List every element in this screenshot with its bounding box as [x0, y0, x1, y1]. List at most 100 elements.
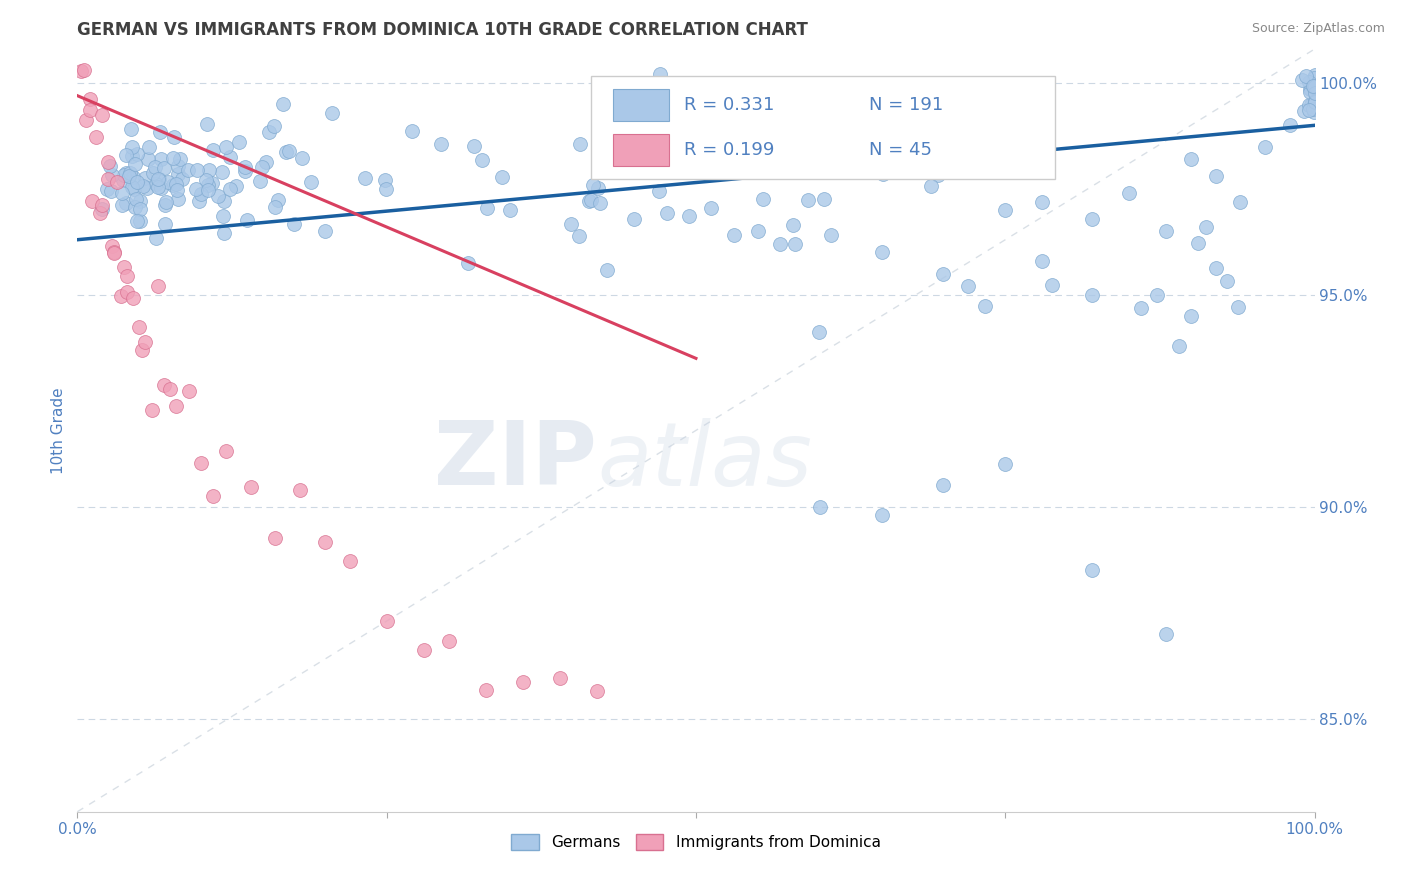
Point	[1154, 224, 1177, 238]
Point	[1302, 79, 1324, 94]
Point	[111, 198, 134, 212]
Point	[127, 175, 149, 189]
Text: Source: ZipAtlas.com: Source: ZipAtlas.com	[1251, 22, 1385, 36]
Point	[353, 171, 375, 186]
Point	[143, 160, 166, 174]
Point	[568, 137, 591, 152]
Point	[187, 194, 209, 208]
Point	[808, 500, 831, 514]
Point	[1130, 301, 1153, 315]
Point	[197, 183, 219, 197]
Point	[589, 195, 612, 210]
Point	[477, 202, 499, 216]
Point	[101, 238, 124, 252]
Point	[91, 107, 114, 121]
Point	[103, 244, 125, 259]
Point	[207, 189, 229, 203]
Point	[374, 172, 396, 186]
Point	[1226, 300, 1249, 314]
Point	[1229, 194, 1251, 209]
Point	[1298, 98, 1320, 112]
Point	[121, 149, 143, 163]
Point	[153, 377, 176, 392]
Point	[129, 214, 152, 228]
Point	[114, 165, 136, 179]
Point	[263, 119, 285, 133]
Point	[768, 236, 790, 251]
Point	[957, 279, 980, 293]
Point	[197, 178, 219, 192]
Point	[1303, 95, 1326, 109]
Point	[233, 164, 256, 178]
Point	[813, 192, 835, 206]
Text: R = 0.199: R = 0.199	[683, 141, 773, 159]
Point	[228, 135, 250, 149]
Point	[870, 245, 893, 260]
Point	[314, 224, 336, 238]
Point	[271, 97, 294, 112]
Point	[124, 200, 146, 214]
Point	[1301, 97, 1323, 112]
Point	[115, 285, 138, 299]
Point	[218, 182, 240, 196]
Point	[657, 206, 679, 220]
Point	[1180, 152, 1202, 166]
Point	[612, 153, 634, 167]
Point	[215, 140, 238, 154]
Point	[257, 126, 280, 140]
Point	[72, 63, 94, 78]
Point	[1031, 254, 1053, 268]
Point	[100, 184, 122, 198]
Legend: Germans, Immigrants from Dominica: Germans, Immigrants from Dominica	[503, 826, 889, 857]
Point	[568, 228, 591, 243]
Point	[374, 182, 396, 196]
Point	[1081, 563, 1104, 577]
Text: ZIP: ZIP	[434, 417, 598, 504]
Point	[920, 179, 942, 194]
Point	[162, 151, 184, 165]
Point	[471, 153, 494, 167]
Point	[752, 138, 775, 153]
Point	[212, 209, 235, 223]
Point	[291, 151, 314, 165]
Point	[1299, 85, 1322, 99]
Point	[89, 205, 111, 219]
Point	[1298, 74, 1320, 88]
Point	[1118, 186, 1140, 201]
Text: R = 0.331: R = 0.331	[683, 95, 773, 113]
Point	[267, 193, 290, 207]
Point	[212, 227, 235, 241]
Point	[70, 64, 93, 78]
Point	[127, 146, 149, 161]
Point	[124, 192, 146, 206]
Point	[197, 162, 219, 177]
FancyBboxPatch shape	[613, 88, 669, 120]
Point	[112, 260, 135, 275]
Point	[688, 139, 710, 153]
Point	[499, 202, 522, 217]
Point	[723, 227, 745, 242]
Text: GERMAN VS IMMIGRANTS FROM DOMINICA 10TH GRADE CORRELATION CHART: GERMAN VS IMMIGRANTS FROM DOMINICA 10TH …	[77, 21, 808, 39]
Point	[314, 535, 336, 549]
Point	[512, 674, 534, 689]
Point	[162, 178, 184, 193]
Point	[190, 456, 212, 470]
Point	[153, 161, 176, 175]
Point	[299, 175, 322, 189]
Point	[1298, 103, 1320, 117]
Point	[249, 174, 271, 188]
Point	[1278, 119, 1301, 133]
Y-axis label: 10th Grade: 10th Grade	[51, 387, 66, 474]
Point	[578, 194, 600, 208]
Point	[153, 217, 176, 231]
Point	[115, 195, 138, 210]
Point	[122, 292, 145, 306]
Point	[211, 164, 233, 178]
Point	[457, 256, 479, 270]
Point	[579, 193, 602, 207]
Point	[184, 181, 207, 195]
Point	[91, 202, 114, 217]
Point	[288, 483, 311, 497]
Point	[149, 125, 172, 139]
Point	[250, 160, 273, 174]
